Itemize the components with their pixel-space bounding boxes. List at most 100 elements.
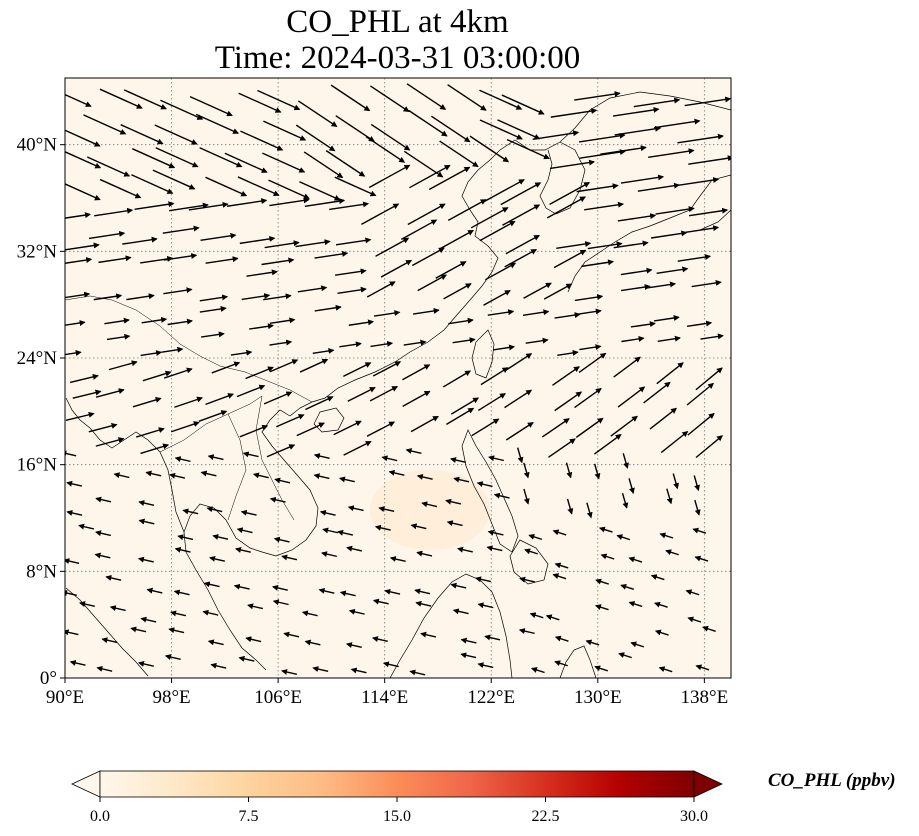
wind-arrow bbox=[579, 344, 602, 351]
wind-arrow bbox=[529, 612, 544, 619]
wind-arrow bbox=[506, 138, 550, 160]
wind-arrow bbox=[96, 665, 113, 672]
wind-arrow bbox=[382, 661, 399, 668]
wind-arrow bbox=[574, 387, 602, 409]
wind-arrow bbox=[435, 261, 467, 279]
wind-arrow bbox=[249, 323, 274, 330]
wind-arrow bbox=[645, 281, 676, 289]
wind-arrow bbox=[262, 152, 306, 173]
wind-arrow bbox=[330, 84, 371, 112]
wind-arrow bbox=[312, 666, 329, 672]
lon-tick-label: 122°E bbox=[467, 687, 515, 708]
wind-arrow bbox=[420, 631, 437, 638]
wind-arrow bbox=[339, 341, 362, 348]
wind-arrow bbox=[226, 198, 268, 207]
wind-arrow bbox=[687, 616, 702, 623]
wind-arrow bbox=[137, 556, 154, 563]
wind-arrow bbox=[66, 509, 83, 516]
wind-arrow bbox=[403, 150, 444, 178]
wind-arrow bbox=[174, 546, 191, 553]
wind-arrow bbox=[272, 599, 289, 606]
wind-arrow bbox=[653, 118, 701, 129]
wind-arrow bbox=[325, 150, 366, 177]
wind-arrow bbox=[167, 318, 193, 326]
wind-arrow bbox=[687, 412, 715, 436]
wind-arrow bbox=[620, 583, 635, 590]
wind-arrow bbox=[142, 370, 172, 382]
wind-arrow bbox=[411, 247, 445, 267]
wind-arrow bbox=[239, 235, 276, 245]
wind-arrow bbox=[457, 546, 473, 553]
wind-arrow bbox=[348, 608, 365, 615]
wind-arrow bbox=[108, 360, 138, 371]
wind-arrow bbox=[295, 124, 336, 152]
wind-arrow bbox=[409, 164, 451, 189]
wind-arrow bbox=[113, 472, 130, 479]
wind-arrow bbox=[516, 447, 524, 464]
wind-arrow bbox=[389, 556, 406, 562]
wind-arrow bbox=[79, 601, 95, 607]
wind-arrow bbox=[523, 488, 530, 505]
wind-arrow bbox=[304, 639, 321, 646]
wind-arrow bbox=[233, 583, 250, 590]
wind-arrow bbox=[94, 552, 111, 559]
wind-arrow bbox=[65, 291, 91, 299]
wind-arrow bbox=[659, 532, 674, 539]
wind-arrow bbox=[421, 501, 438, 508]
wind-arrow bbox=[122, 236, 158, 245]
wind-arrow bbox=[203, 581, 220, 588]
wind-arrow bbox=[138, 500, 155, 507]
lat-tick-label: 0° bbox=[40, 668, 57, 689]
wind-arrow bbox=[101, 637, 118, 644]
wind-arrow bbox=[410, 523, 427, 530]
wind-arrow bbox=[246, 269, 278, 277]
wind-arrow bbox=[541, 418, 570, 438]
wind-arrow bbox=[140, 616, 157, 623]
wind-arrow bbox=[126, 293, 155, 301]
wind-arrow bbox=[160, 99, 204, 120]
wind-arrow bbox=[140, 350, 163, 357]
wind-arrow bbox=[586, 502, 593, 519]
wind-arrow bbox=[554, 391, 583, 412]
wind-arrow bbox=[380, 259, 413, 278]
wind-arrow bbox=[374, 524, 391, 531]
wind-arrow bbox=[656, 266, 689, 275]
wind-arrow bbox=[654, 629, 669, 636]
wind-arrow bbox=[98, 255, 132, 264]
wind-arrow bbox=[614, 125, 662, 136]
wind-arrow bbox=[428, 166, 471, 191]
wind-arrow bbox=[660, 431, 689, 454]
wind-arrow bbox=[450, 397, 480, 415]
wind-arrow bbox=[487, 309, 515, 316]
wind-arrow bbox=[581, 259, 615, 268]
wind-arrow bbox=[388, 469, 405, 476]
wind-arrow bbox=[314, 304, 342, 312]
wind-arrow bbox=[170, 610, 187, 617]
wind-arrow bbox=[319, 509, 336, 516]
wind-arrow bbox=[95, 496, 112, 503]
wind-arrow bbox=[600, 145, 647, 155]
wind-arrow bbox=[245, 636, 262, 643]
wind-arrow bbox=[579, 132, 626, 143]
wind-arrow bbox=[530, 667, 545, 674]
wind-arrow bbox=[297, 285, 328, 293]
wind-arrow bbox=[622, 453, 629, 469]
wind-arrow bbox=[200, 232, 237, 242]
wind-arrow bbox=[205, 176, 248, 197]
wind-arrow bbox=[702, 625, 716, 632]
wind-arrow bbox=[497, 119, 541, 140]
wind-arrow bbox=[523, 462, 530, 479]
wind-arrow bbox=[688, 207, 729, 217]
gridlines bbox=[65, 78, 731, 678]
wind-arrow bbox=[543, 283, 573, 300]
wind-arrow bbox=[621, 492, 629, 509]
wind-arrow bbox=[65, 242, 100, 251]
wind-arrow bbox=[554, 562, 569, 569]
wind-arrow bbox=[99, 178, 142, 199]
wind-arrow bbox=[554, 660, 568, 667]
wind-arrow bbox=[274, 477, 291, 484]
wind-arrow bbox=[371, 636, 388, 643]
wind-arrow bbox=[504, 353, 533, 372]
wind-arrow bbox=[578, 352, 607, 374]
wind-arrow bbox=[505, 422, 534, 441]
